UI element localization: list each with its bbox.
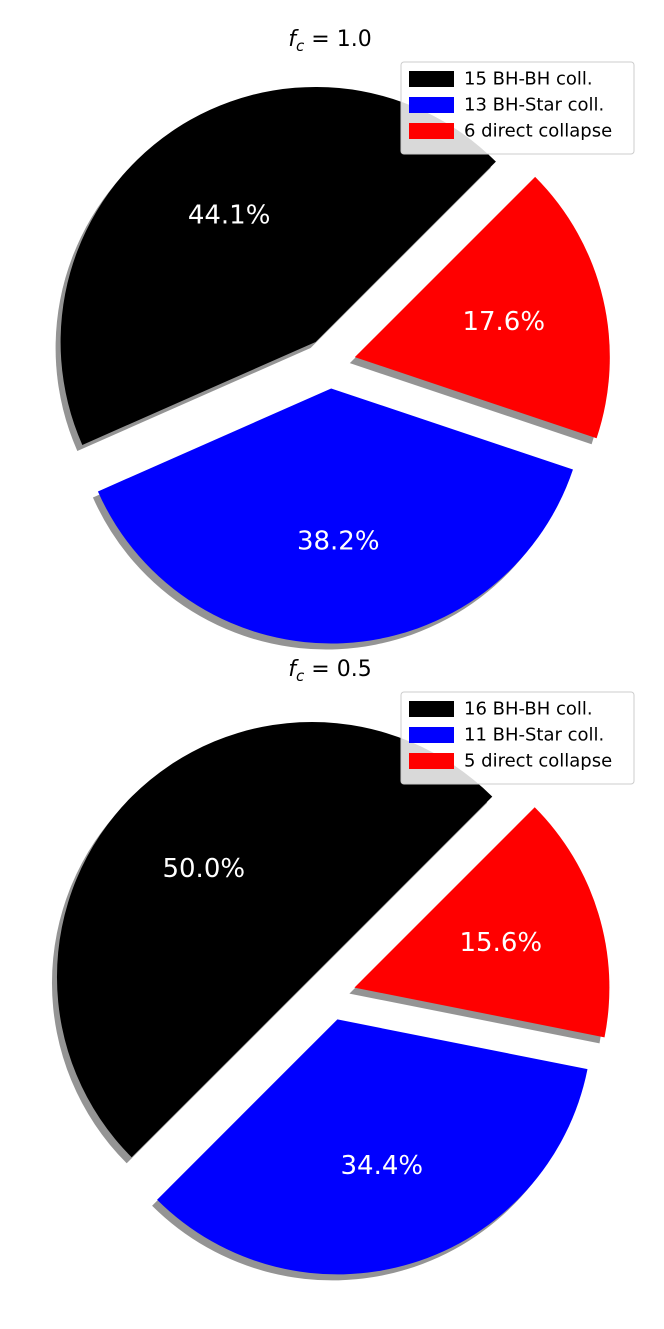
legend-label-0: 15 BH-BH coll. — [464, 69, 593, 90]
slice-pct-label-1: 38.2% — [297, 526, 380, 556]
chart-title: fc = 1.0 — [288, 27, 371, 55]
chart-title: fc = 0.5 — [288, 657, 371, 685]
slice-pct-label-1: 34.4% — [341, 1151, 424, 1181]
title-subscript: c — [296, 667, 305, 685]
pie-slice-0 — [56, 721, 493, 1158]
legend-label-2: 5 direct collapse — [464, 751, 612, 772]
pie-slice-1 — [97, 388, 573, 644]
legend-frame — [400, 61, 635, 155]
title-value: = 1.0 — [304, 27, 371, 52]
legend-swatch-1 — [409, 727, 454, 743]
legend-swatch-1 — [409, 97, 454, 113]
title-value: = 0.5 — [304, 657, 371, 682]
legend-frame — [400, 691, 635, 785]
slice-pct-label-2: 17.6% — [462, 307, 545, 337]
pie-slice-2 — [354, 176, 610, 439]
legend-swatch-0 — [409, 701, 454, 717]
legend: 16 BH-BH coll. 11 BH-Star coll. 5 direct c… — [400, 691, 635, 785]
title-symbol: f — [288, 27, 299, 52]
pie-chart-fc-05: 50.0% 34.4% 15.6% fc = 0.5 16 BH-BH coll. 11 … — [51, 657, 635, 1281]
legend-label-2: 6 direct collapse — [464, 121, 612, 142]
title-symbol: f — [288, 657, 299, 682]
legend-swatch-2 — [409, 123, 454, 139]
pie-slice-1 — [157, 1019, 588, 1275]
legend-label-0: 16 BH-BH coll. — [464, 699, 593, 720]
slice-pct-label-0: 44.1% — [188, 201, 271, 231]
slice-pct-label-2: 15.6% — [460, 928, 543, 958]
pie-slice-2 — [354, 807, 610, 1038]
title-subscript: c — [296, 37, 305, 55]
pie-slice-0 — [60, 86, 496, 445]
legend-label-1: 11 BH-Star coll. — [464, 725, 604, 746]
legend-swatch-2 — [409, 753, 454, 769]
slice-pct-label-0: 50.0% — [162, 854, 245, 884]
legend-swatch-0 — [409, 71, 454, 87]
pie-chart-fc-1: 44.1% 38.2% 17.6% fc = 1.0 15 BH-BH coll. 13 … — [55, 27, 635, 650]
legend-label-1: 13 BH-Star coll. — [464, 95, 604, 116]
legend: 15 BH-BH coll. 13 BH-Star coll. 6 direct c… — [400, 61, 635, 155]
